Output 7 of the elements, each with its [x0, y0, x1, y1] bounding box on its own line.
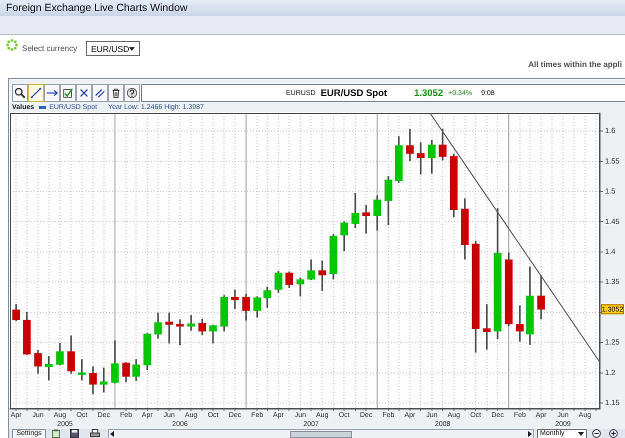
- text: Select currency: [22, 44, 78, 53]
- candlestick: [231, 290, 239, 310]
- text: All times within the appli: [528, 60, 622, 69]
- title-bar: Foreign Exchange Live Charts Window: [0, 0, 625, 16]
- dropdown-field: EUR/USD: [86, 41, 140, 56]
- candlestick: [176, 319, 184, 346]
- chart-title: EUR/USD Spot: [320, 88, 388, 98]
